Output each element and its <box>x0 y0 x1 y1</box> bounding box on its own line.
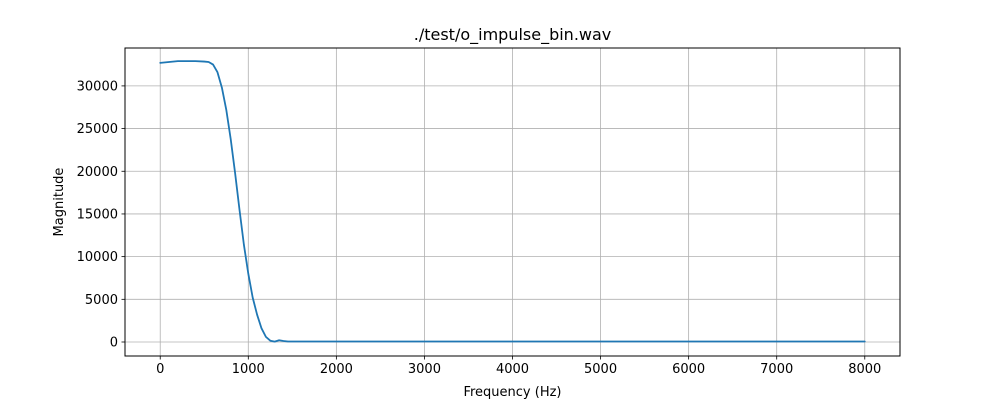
y-tick-label: 30000 <box>77 79 118 94</box>
tick-layer: 0 1000 2000 3000 4000 5000 6000 7000 8000 0 5000 10… <box>77 79 882 377</box>
x-tick-label: 0 <box>156 362 164 377</box>
x-tick-label: 7000 <box>760 362 793 377</box>
series-layer <box>159 60 866 343</box>
y-tick-label: 20000 <box>77 165 118 180</box>
x-tick-label: 2000 <box>320 362 353 377</box>
y-tick-label: 15000 <box>77 207 118 222</box>
y-axis-label: Magnitude <box>52 168 67 237</box>
x-tick-label: 5000 <box>584 362 617 377</box>
y-tick-label: 25000 <box>77 122 118 137</box>
x-axis-label: Frequency (Hz) <box>463 385 561 400</box>
x-tick-label: 8000 <box>848 362 881 377</box>
y-tick-label: 5000 <box>85 293 118 308</box>
x-tick-label: 1000 <box>232 362 265 377</box>
grid-layer <box>125 48 900 356</box>
y-tick-label: 10000 <box>77 250 118 265</box>
x-tick-label: 3000 <box>408 362 441 377</box>
series-line <box>159 60 866 343</box>
x-tick-label: 6000 <box>672 362 705 377</box>
x-tick-label: 4000 <box>496 362 529 377</box>
y-tick-label: 0 <box>110 336 118 351</box>
chart-title: ./test/o_impulse_bin.wav <box>414 25 612 45</box>
